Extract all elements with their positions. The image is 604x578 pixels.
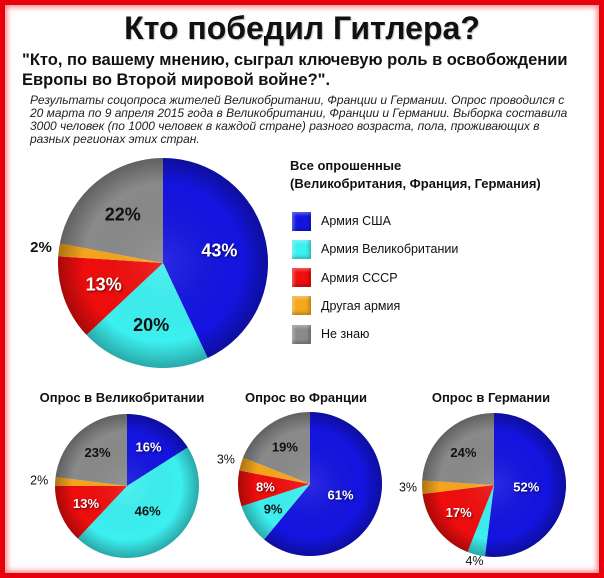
france-chart-title: Опрос во Франции <box>245 390 367 405</box>
germany-label-uk-army: 4% <box>465 554 483 568</box>
survey-description-line: разных регионах этих стран. <box>30 132 200 146</box>
legend-swatch-dont-know <box>292 324 311 344</box>
all-respondents-label-dont-know: 22% <box>105 205 141 225</box>
legend-item-uk-army: Армия Великобритании <box>292 239 458 259</box>
germany-label-usa: 52% <box>513 480 539 495</box>
uk-label-uk-army: 46% <box>135 504 161 519</box>
survey-description-line: 20 марта по 9 апреля 2015 года в Великоб… <box>30 106 568 120</box>
legend: Армия США Армия Великобритании Армия ССС… <box>292 211 458 344</box>
survey-question-line: Европы во Второй мировой войне?". <box>22 71 331 89</box>
france-label-uk-army: 9% <box>264 502 283 517</box>
legend-label: Армия США <box>321 214 391 228</box>
uk-label-other-army: 2% <box>30 474 48 488</box>
uk-label-dont-know: 23% <box>84 445 110 460</box>
legend-item-usa: Армия США <box>292 211 458 231</box>
legend-swatch-ussr <box>292 268 311 288</box>
france-label-other-army: 3% <box>217 453 235 467</box>
all-respondents-label-ussr: 13% <box>86 274 122 294</box>
all-respondents-label-other-army: 2% <box>30 239 52 256</box>
pie-uk: 16% 46% 13% 2% 23% <box>30 414 200 559</box>
germany-chart-title: Опрос в Германии <box>431 390 551 405</box>
survey-question-line: "Кто, по вашему мнению, сыграл ключевую … <box>22 51 568 69</box>
page-title: Кто победил Гитлера? <box>124 10 480 46</box>
france-label-usa: 61% <box>327 488 353 503</box>
legend-item-dont-know: Не знаю <box>292 324 458 344</box>
germany-label-other-army: 3% <box>399 481 417 495</box>
survey-description-line: Результаты соцопроса жителей Великобрита… <box>30 93 565 107</box>
legend-item-other-army: Другая армия <box>292 296 458 316</box>
all-respondents-label-usa: 43% <box>201 240 237 260</box>
legend-label: Армия СССР <box>321 270 398 285</box>
legend-item-ussr: Армия СССР <box>292 268 458 288</box>
germany-label-ussr: 17% <box>446 505 472 520</box>
legend-label: Другая армия <box>321 298 401 313</box>
survey-question: "Кто, по вашему мнению, сыграл ключевую … <box>22 50 568 90</box>
legend-swatch-uk-army <box>292 239 311 259</box>
main-chart-subtitle-line: (Великобритания, Франция, Германия) <box>290 176 541 191</box>
france-label-ussr: 8% <box>256 479 275 494</box>
pie-germany: 52% 4% 17% 3% 24% <box>399 413 567 568</box>
survey-description-line: 3000 человек (по 1000 человек в каждой с… <box>30 119 540 133</box>
germany-label-dont-know: 24% <box>450 445 476 460</box>
main-chart-title: Все опрошенные (Великобритания, Франция,… <box>290 157 541 193</box>
main-chart-title-line: Все опрошенные <box>290 158 402 173</box>
legend-swatch-other-army <box>292 296 311 316</box>
pie-all-respondents: 43% 20% 13% 2% 22% <box>30 158 269 369</box>
uk-chart-title: Опрос в Великобритании <box>39 390 205 405</box>
legend-label: Армия Великобритании <box>321 242 459 257</box>
uk-label-ussr: 13% <box>73 496 99 511</box>
uk-label-usa: 16% <box>135 439 161 454</box>
pie-france: 61% 9% 8% 3% 19% <box>217 412 383 557</box>
france-label-dont-know: 19% <box>272 440 298 455</box>
survey-description: Результаты соцопроса жителей Великобрита… <box>30 94 567 146</box>
all-respondents-label-uk-army: 20% <box>133 315 169 335</box>
legend-label: Не знаю <box>321 327 370 342</box>
legend-swatch-usa <box>292 211 311 231</box>
